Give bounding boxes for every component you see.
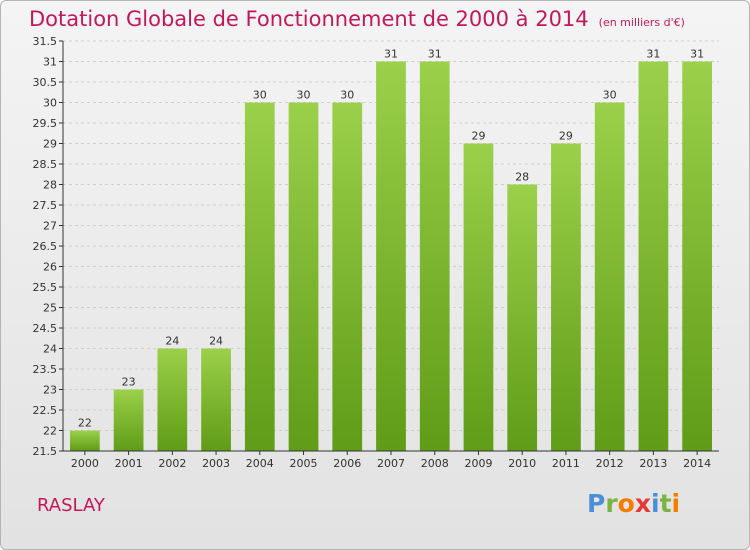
title-row: Dotation Globale de Fonctionnement de 20… <box>29 7 685 31</box>
x-tick-label: 2003 <box>202 457 230 470</box>
y-tick-label: 26.5 <box>33 240 58 253</box>
y-tick-label: 23 <box>43 384 57 397</box>
chart-subtitle: (en milliers d'€) <box>598 16 685 29</box>
data-label: 31 <box>428 48 442 61</box>
x-tick-label: 2013 <box>639 457 667 470</box>
bar <box>419 61 450 451</box>
y-tick-label: 30 <box>43 97 57 110</box>
y-tick-label: 23.5 <box>33 363 58 376</box>
data-label: 30 <box>297 89 311 102</box>
logo-letter: P <box>587 489 606 518</box>
y-tick-label: 28.5 <box>33 158 58 171</box>
data-label: 24 <box>209 335 223 348</box>
x-tick-label: 2002 <box>158 457 186 470</box>
bars <box>69 61 713 451</box>
x-tick-label: 2007 <box>377 457 405 470</box>
x-tick-label: 2014 <box>683 457 711 470</box>
bar <box>507 184 538 451</box>
y-tick-label: 24 <box>43 343 57 356</box>
bar <box>463 143 494 451</box>
y-tick-label: 31 <box>43 56 57 69</box>
data-label: 30 <box>340 89 354 102</box>
bar <box>682 61 713 451</box>
data-label: 30 <box>253 89 267 102</box>
data-label: 31 <box>690 48 704 61</box>
bar <box>551 143 581 451</box>
y-tick-label: 29.5 <box>33 117 58 130</box>
data-label: 22 <box>78 417 92 430</box>
logo-letter: t <box>659 489 672 518</box>
chart-title: Dotation Globale de Fonctionnement de 20… <box>29 7 589 31</box>
commune-name: RASLAY <box>37 495 105 516</box>
proxiti-logo[interactable]: Proxiti <box>587 489 680 518</box>
y-tick-label: 25.5 <box>33 281 58 294</box>
bar <box>113 389 144 451</box>
y-tick-label: 30.5 <box>33 76 58 89</box>
y-tick-label: 24.5 <box>33 322 58 335</box>
data-label: 29 <box>471 130 485 143</box>
y-tick-label: 21.5 <box>33 445 58 458</box>
x-tick-label: 2004 <box>246 457 274 470</box>
x-tick-label: 2008 <box>421 457 449 470</box>
x-tick-label: 2010 <box>508 457 536 470</box>
bar <box>201 348 231 451</box>
bar <box>244 102 275 451</box>
x-tick-label: 2001 <box>115 457 143 470</box>
x-tick-label: 2005 <box>290 457 318 470</box>
x-tick-label: 2000 <box>71 457 99 470</box>
data-label: 24 <box>165 335 179 348</box>
bar <box>376 61 406 451</box>
x-tick-label: 2009 <box>464 457 492 470</box>
y-tick-label: 22.5 <box>33 404 58 417</box>
axes: 21.5 22 22.5 23 23.5 24 24.5 25 25.5 26 26.5 27 27.5… <box>33 35 719 470</box>
y-tick-label: 26 <box>43 261 57 274</box>
data-label: 23 <box>122 376 136 389</box>
bar <box>69 430 100 451</box>
y-tick-label: 27 <box>43 220 57 233</box>
y-tick-label: 25 <box>43 302 57 315</box>
y-tick-label: 29 <box>43 138 57 151</box>
bar <box>157 348 188 451</box>
logo-letter: o <box>617 489 635 518</box>
bar <box>288 102 319 451</box>
bar <box>594 102 625 451</box>
data-label: 30 <box>603 89 617 102</box>
logo-letter: x <box>634 489 651 518</box>
y-tick-label: 31.5 <box>33 35 58 48</box>
data-label: 31 <box>384 48 398 61</box>
bar <box>638 61 669 451</box>
bar <box>332 102 363 451</box>
y-tick-label: 27.5 <box>33 199 58 212</box>
data-label: 28 <box>515 171 529 184</box>
x-tick-label: 2012 <box>596 457 624 470</box>
y-tick-label: 22 <box>43 425 57 438</box>
x-tick-label: 2006 <box>333 457 361 470</box>
x-tick-label: 2011 <box>552 457 580 470</box>
data-label: 31 <box>646 48 660 61</box>
y-tick-label: 28 <box>43 179 57 192</box>
data-labels: 22 23 24 24 30 30 30 31 31 29 28 29 30 31 31 <box>78 48 704 430</box>
logo-letter: r <box>605 489 618 518</box>
logo-letter: i <box>651 489 660 518</box>
data-label: 29 <box>559 130 573 143</box>
logo-letter: i <box>671 489 681 518</box>
